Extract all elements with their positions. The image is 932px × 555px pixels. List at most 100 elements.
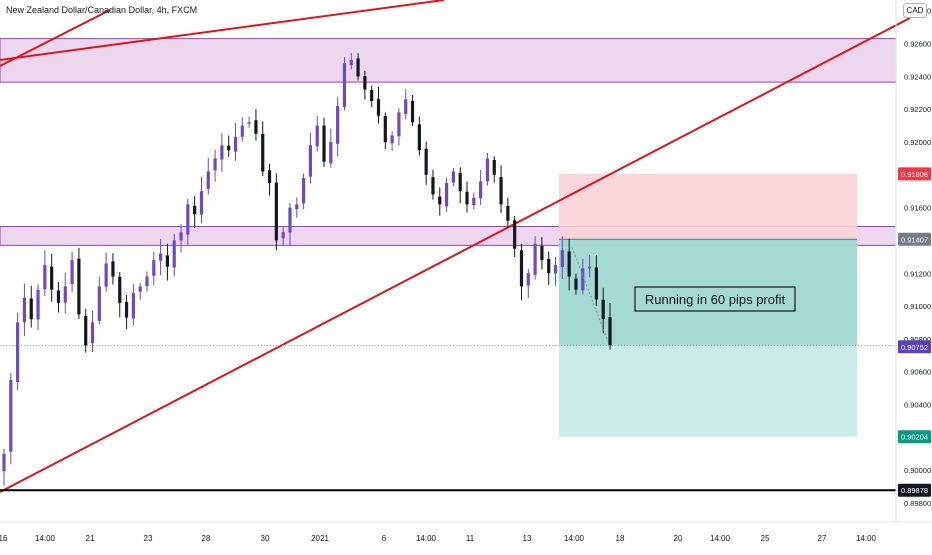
x-tick-label: 2021 bbox=[311, 534, 329, 543]
candle-body bbox=[506, 205, 510, 221]
candle-body bbox=[553, 265, 558, 274]
candle-body bbox=[444, 183, 449, 207]
target-price-tag-text: 0.90204 bbox=[901, 433, 928, 442]
chart-title: New Zealand Dollar/Canadian Dollar, 4h, … bbox=[6, 5, 198, 15]
y-tick-label: 0.91000 bbox=[904, 302, 931, 311]
candle-body bbox=[479, 181, 483, 199]
x-tick-label: 21 bbox=[86, 534, 95, 543]
x-tick-label: 14:00 bbox=[856, 534, 877, 543]
candle-body bbox=[145, 276, 149, 287]
candle-body bbox=[560, 250, 564, 268]
x-tick-label: 25 bbox=[761, 534, 770, 543]
stop-loss-zone[interactable] bbox=[559, 173, 857, 240]
candle-body bbox=[2, 453, 6, 472]
x-tick-label: 30 bbox=[261, 534, 270, 543]
candle-body bbox=[186, 204, 190, 235]
candle-body bbox=[84, 315, 88, 346]
y-tick-label: 0.90800 bbox=[904, 335, 931, 344]
candle-body bbox=[370, 89, 374, 101]
x-tick-label: 14:00 bbox=[710, 534, 731, 543]
candle-body bbox=[274, 182, 278, 241]
candle-body bbox=[70, 260, 74, 285]
candle-body bbox=[199, 191, 204, 215]
candle-body bbox=[118, 276, 122, 303]
candle-body bbox=[254, 120, 258, 134]
candle-body bbox=[165, 255, 170, 267]
candle-body bbox=[247, 122, 251, 124]
candle-body bbox=[179, 232, 183, 241]
candle-body bbox=[301, 178, 306, 204]
low-price-tag-text: 0.89878 bbox=[901, 486, 928, 495]
x-tick-label: 11 bbox=[466, 534, 475, 543]
candle-body bbox=[526, 273, 530, 286]
candle-body bbox=[104, 263, 108, 287]
candle-body bbox=[492, 160, 496, 175]
candle-body bbox=[472, 197, 476, 206]
annotation-text: Running in 60 pips profit bbox=[645, 292, 786, 307]
candle-body bbox=[63, 286, 67, 303]
candle-body bbox=[458, 172, 462, 192]
candle-body bbox=[485, 158, 490, 182]
candle-body bbox=[513, 220, 517, 249]
entry-price-tag[interactable] bbox=[898, 232, 931, 246]
candle-body bbox=[547, 258, 551, 274]
y-tick-label: 0.92400 bbox=[904, 72, 931, 81]
candle-body bbox=[90, 322, 95, 344]
y-tick-label: 0.90600 bbox=[904, 368, 931, 377]
candle-body bbox=[281, 232, 285, 239]
stop-price-tag-text: 0.91806 bbox=[901, 170, 928, 179]
annotation-box[interactable] bbox=[634, 286, 796, 312]
candle-body bbox=[213, 158, 217, 171]
candle-body bbox=[574, 278, 578, 290]
candle-body bbox=[451, 171, 455, 183]
x-tick-label: 20 bbox=[674, 534, 683, 543]
candle-body bbox=[206, 171, 210, 189]
candle-body bbox=[315, 125, 319, 147]
candle-body bbox=[56, 290, 61, 303]
candle-body bbox=[587, 266, 592, 269]
candle-body bbox=[349, 59, 353, 66]
entry-price-tag-text: 0.91407 bbox=[901, 235, 928, 244]
candle-body bbox=[417, 124, 421, 151]
candle-body bbox=[233, 137, 238, 152]
x-tick-label: 28 bbox=[202, 534, 211, 543]
currency-badge[interactable]: CAD bbox=[903, 3, 927, 18]
candle-body bbox=[227, 145, 231, 151]
candle-body bbox=[152, 260, 156, 276]
x-tick-label: 6 bbox=[382, 534, 387, 543]
candle-body bbox=[50, 266, 54, 290]
candle-body bbox=[97, 286, 101, 321]
rising-support-line[interactable] bbox=[0, 17, 911, 493]
candle-body bbox=[77, 258, 81, 315]
candle-body bbox=[519, 250, 524, 287]
y-tick-label: 0.92600 bbox=[904, 40, 931, 49]
low-price-tag[interactable] bbox=[898, 483, 931, 497]
target-price-tag[interactable] bbox=[898, 430, 931, 444]
candle-body bbox=[329, 141, 333, 164]
candle-body bbox=[533, 243, 537, 275]
candle-body bbox=[322, 125, 326, 162]
candle-body bbox=[342, 63, 347, 107]
stop-price-tag[interactable] bbox=[898, 167, 931, 181]
candle-body bbox=[124, 302, 129, 318]
candle-body bbox=[376, 99, 381, 116]
resistance-zone[interactable] bbox=[0, 38, 897, 83]
upper-channel-line[interactable] bbox=[0, 0, 445, 61]
x-tick-label: 27 bbox=[818, 534, 827, 543]
candle-body bbox=[220, 145, 224, 160]
candle-body bbox=[499, 177, 503, 205]
candle-body bbox=[9, 379, 13, 452]
y-tick-label: 0.91600 bbox=[904, 204, 931, 213]
candle-body bbox=[29, 298, 33, 320]
last-price-tag[interactable] bbox=[898, 340, 931, 354]
candle-body bbox=[267, 170, 272, 184]
candle-body bbox=[172, 240, 176, 268]
x-tick-label: 23 bbox=[144, 534, 153, 543]
take-profit-zone[interactable] bbox=[559, 345, 857, 437]
candle-body bbox=[594, 267, 598, 300]
candle-body bbox=[540, 245, 544, 261]
candle-body bbox=[111, 261, 115, 277]
candle-body bbox=[581, 268, 585, 291]
